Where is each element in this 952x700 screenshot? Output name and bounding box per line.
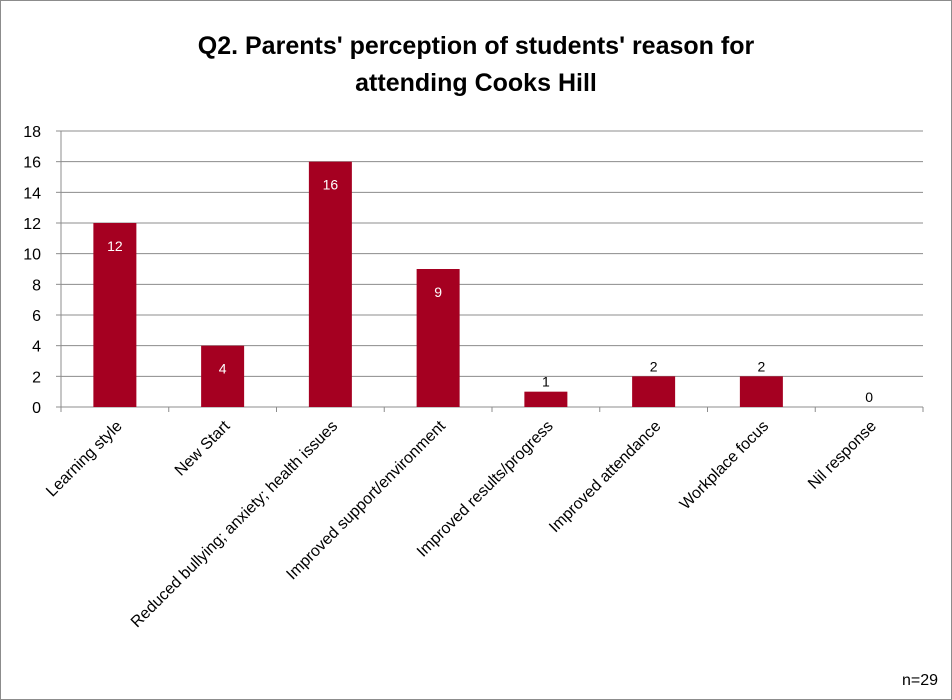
y-tick-label: 0 [32,400,41,417]
y-tick-label: 8 [32,277,41,294]
data-label: 1 [542,374,550,390]
sample-size-note: n=29 [901,672,938,689]
y-tick-label: 10 [23,247,41,264]
data-label: 4 [219,361,227,377]
y-tick-label: 4 [32,339,41,356]
y-tick-label: 16 [23,155,41,172]
bar [632,376,676,407]
category-label: Reduced bullying; anxiety; health issues [128,418,341,631]
data-label: 2 [757,358,765,374]
category-label: Learning style [43,418,126,501]
bar [308,161,352,407]
chart-title-line-2: attending Cooks Hill [355,69,597,97]
bar [201,345,245,407]
y-tick-label: 18 [23,124,41,141]
y-tick-label: 6 [32,308,41,325]
bar [416,269,460,407]
y-tick-label: 12 [23,216,41,233]
data-label: 9 [434,284,442,300]
chart-title-line-1: Q2. Parents' perception of students' rea… [197,32,755,60]
y-tick-label: 2 [32,369,41,386]
data-label: 16 [323,177,339,193]
data-label: 12 [107,238,123,254]
bar [524,391,568,407]
data-label: 2 [650,358,658,374]
data-label: 0 [865,389,873,405]
chart-title: Q2. Parents' perception of students' rea… [0,28,952,102]
bar [93,223,137,407]
y-tick-label: 14 [23,185,41,202]
category-label: Nil response [805,418,880,493]
category-label: Workplace focus [677,418,772,513]
category-label: Improved attendance [546,418,664,536]
bar [739,376,783,407]
category-label: New Start [172,417,234,479]
